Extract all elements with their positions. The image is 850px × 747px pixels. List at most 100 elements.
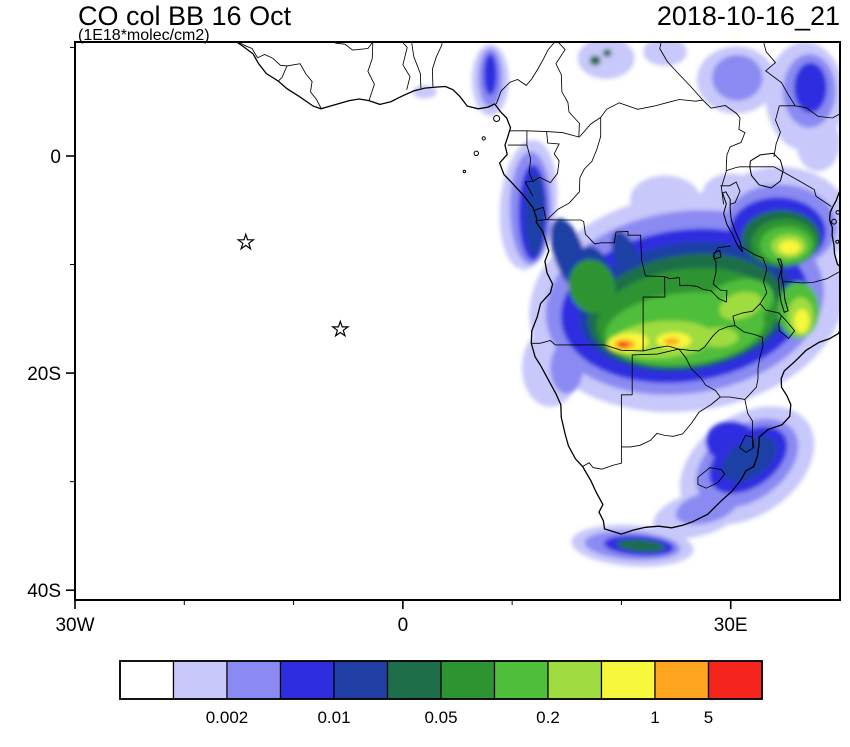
- colorbar-cell: [600, 660, 656, 700]
- contour-region: [719, 291, 762, 320]
- country-border: [411, 42, 422, 89]
- colorbar-cell: [440, 660, 496, 700]
- y-axis-tick-label: 20S: [27, 364, 61, 385]
- colorbar-tick-label: 0.05: [424, 708, 457, 727]
- country-border: [600, 99, 703, 118]
- contour-region: [550, 341, 584, 394]
- country-border: [720, 181, 741, 205]
- country-border: [720, 396, 745, 400]
- country-border: [401, 42, 411, 90]
- country-border: [532, 131, 560, 184]
- contour-region: [412, 85, 437, 99]
- contour-region: [796, 114, 840, 172]
- contour-region: [643, 42, 687, 66]
- contour-region: [577, 42, 635, 79]
- country-border: [621, 396, 721, 448]
- star-marker-st-helena: [330, 319, 350, 338]
- country-border: [335, 42, 374, 51]
- country-border: [642, 276, 666, 351]
- plot-datetime: 2018-10-16_21: [656, 1, 840, 31]
- country-border: [726, 166, 740, 172]
- colorbar-cell: [333, 660, 389, 700]
- colorbar-cell: [547, 660, 603, 700]
- country-border: [773, 166, 832, 207]
- country-border: [579, 117, 601, 138]
- colorbar-cell: [279, 660, 335, 700]
- contour-region: [778, 240, 801, 255]
- island-outline: [462, 169, 467, 174]
- colorbar-cell: [119, 660, 175, 700]
- country-border: [678, 348, 721, 398]
- country-border: [531, 340, 644, 352]
- contour-region: [602, 49, 612, 57]
- basemap-layer: [236, 42, 840, 535]
- contour-field: [412, 42, 840, 567]
- contour-region: [699, 327, 739, 348]
- colorbar: 0.002 0.01 0.05 0.2 1 5: [119, 660, 763, 727]
- contour-region: [589, 55, 601, 66]
- plot-units-label: (1E18*molec/cm2): [78, 27, 210, 44]
- contour-region: [794, 309, 810, 333]
- colorbar-tick-label: 0.002: [206, 708, 249, 727]
- contour-region: [617, 342, 629, 348]
- country-border: [779, 105, 840, 119]
- plot-frame: 30W 0 30E 0 20S 40S: [27, 41, 841, 636]
- contour-region: [664, 338, 680, 346]
- island-outline: [831, 218, 837, 225]
- country-border: [643, 345, 680, 352]
- country-border: [664, 245, 731, 303]
- country-border: [631, 348, 679, 395]
- plot-title: CO col BB 16 Oct: [78, 1, 292, 31]
- country-border: [738, 245, 764, 259]
- country-border: [431, 42, 443, 87]
- colorbar-cell: [226, 660, 282, 700]
- lake-outline: [749, 152, 784, 189]
- country-border: [697, 467, 726, 489]
- country-border: [277, 65, 288, 82]
- island-outline: [481, 136, 486, 141]
- x-axis-tick-label: 30W: [55, 615, 94, 636]
- contour-region: [712, 55, 763, 101]
- country-border: [739, 435, 755, 453]
- colorbar-cell: [654, 660, 710, 700]
- island-outline: [473, 150, 479, 157]
- contour-region: [568, 259, 616, 314]
- country-border: [759, 303, 796, 340]
- x-axis-tick-label: 30E: [714, 615, 748, 636]
- star-marker-ascension-island: [236, 232, 256, 251]
- country-border: [534, 206, 547, 220]
- y-axis-tick-label: 40S: [27, 581, 61, 602]
- country-border: [507, 130, 528, 146]
- contour-region: [483, 54, 497, 96]
- country-border: [526, 42, 580, 138]
- east-africa-coastline: [828, 188, 840, 268]
- country-border: [763, 42, 796, 107]
- x-axis-tick-label: 0: [398, 615, 409, 636]
- lake-outline: [776, 258, 789, 313]
- contour-region: [722, 435, 777, 483]
- colorbar-cell: [386, 660, 442, 700]
- colorbar-cell: [172, 660, 228, 700]
- colorbar-cell: [707, 660, 763, 700]
- country-border: [582, 394, 633, 470]
- country-border: [237, 42, 288, 67]
- country-border: [286, 63, 322, 109]
- colorbar-cell: [493, 660, 549, 700]
- country-border: [537, 117, 602, 222]
- island-outline: [835, 239, 840, 244]
- country-border: [659, 42, 704, 101]
- country-border: [495, 42, 556, 105]
- island-outline: [493, 115, 501, 122]
- colorbar-tick-label: 0.2: [536, 708, 560, 727]
- country-border: [678, 325, 736, 352]
- country-border: [545, 219, 665, 277]
- africa-coastline: [236, 42, 840, 535]
- contour-region: [617, 539, 666, 552]
- contour-region: [794, 62, 827, 113]
- country-border: [734, 325, 764, 400]
- y-axis-tick-label: 0: [50, 147, 61, 168]
- colorbar-tick-label: 1: [650, 708, 659, 727]
- country-border: [367, 42, 375, 101]
